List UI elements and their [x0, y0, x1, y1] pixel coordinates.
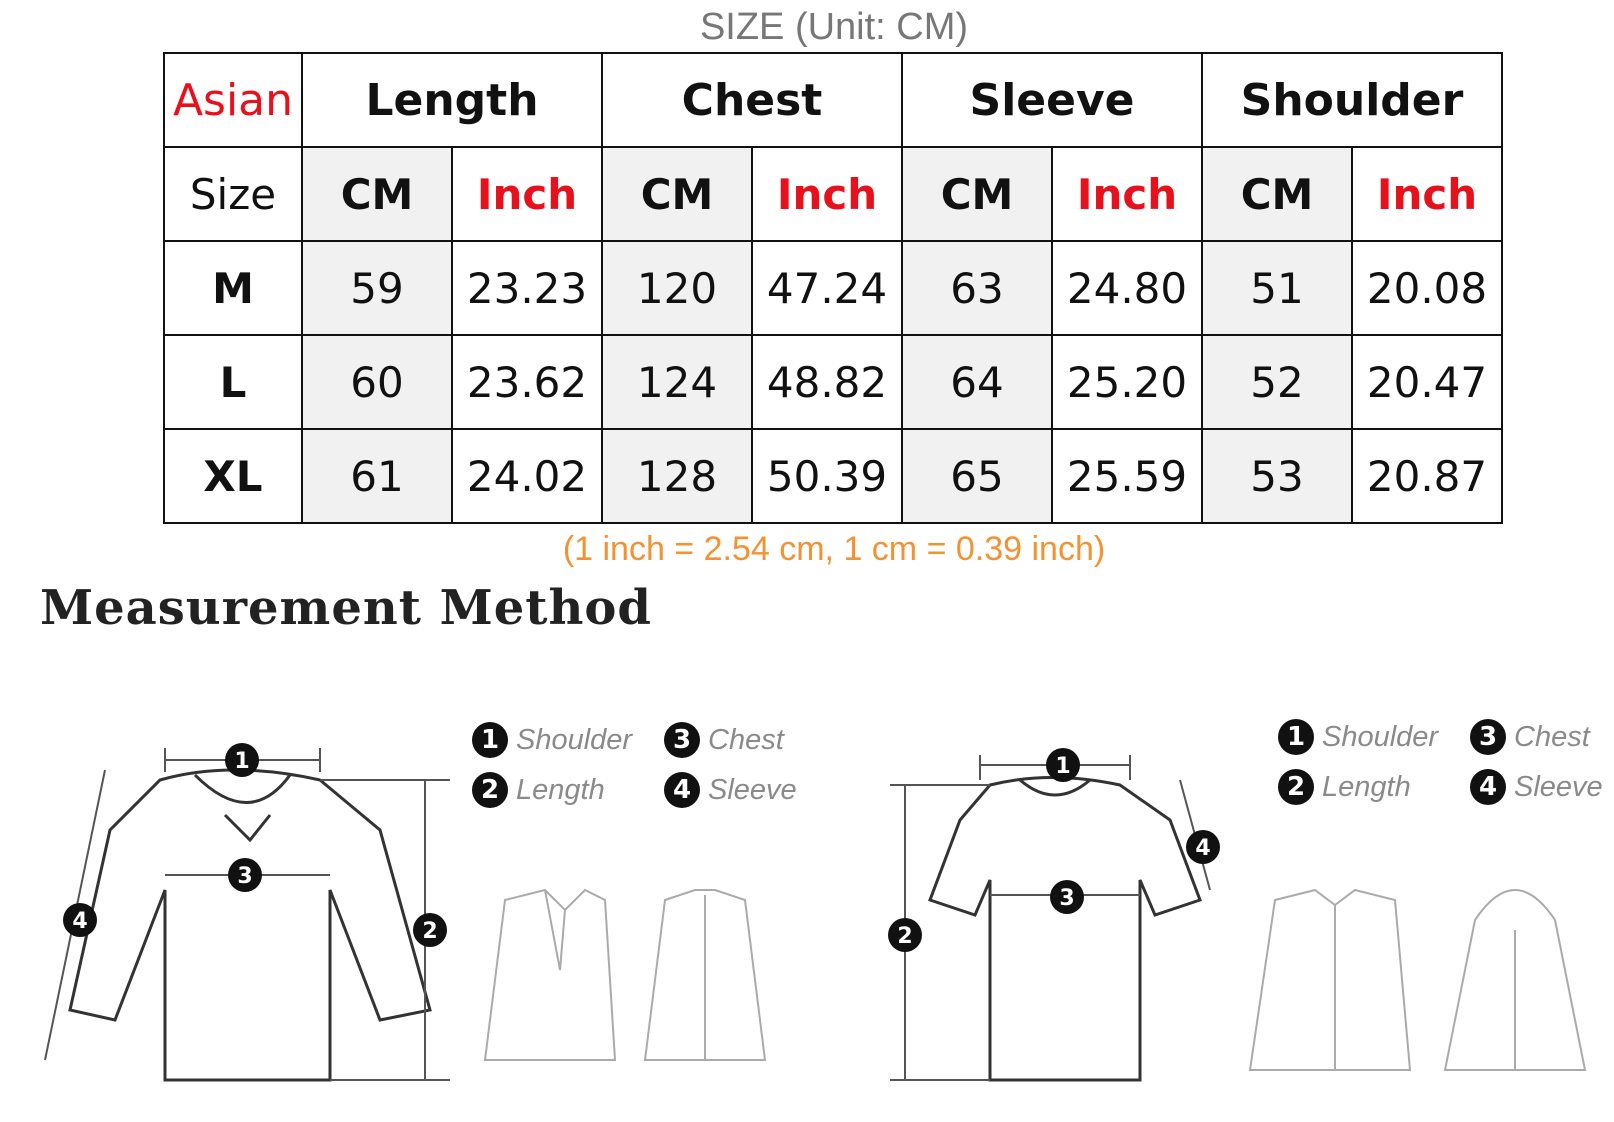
group-sleeve: Sleeve	[901, 52, 1203, 148]
length-cm: 61	[301, 428, 453, 524]
legend-label: Sleeve	[1514, 770, 1603, 803]
header-row-units: Size CM Inch CM Inch CM Inch CM Inch	[163, 146, 1503, 242]
svg-text:4: 4	[1195, 836, 1210, 861]
svg-text:2: 2	[422, 919, 437, 944]
tshirt-diagram: 1 2 3 4	[888, 748, 1220, 1082]
unit-inch: Inch	[1051, 146, 1203, 242]
svg-text:3: 3	[1059, 886, 1074, 911]
length-cm: 60	[301, 334, 453, 430]
number-3-icon: 3	[1470, 719, 1506, 755]
shoulder-cm: 52	[1201, 334, 1353, 430]
sleeve-inch: 25.59	[1051, 428, 1203, 524]
chart-title: SIZE (Unit: CM)	[699, 6, 969, 48]
unit-cm: CM	[1201, 146, 1353, 242]
svg-text:3: 3	[237, 864, 252, 889]
conversion-note: (1 inch = 2.54 cm, 1 cm = 0.39 inch)	[562, 530, 1106, 568]
chest-cm: 128	[601, 428, 753, 524]
group-shoulder: Shoulder	[1201, 52, 1503, 148]
table-row-l: L 60 23.62 124 48.82 64 25.20 52 20.47	[163, 334, 1503, 430]
legend-label: Length	[516, 773, 605, 806]
long-sleeve-diagram: 1 2 3 4	[44, 743, 450, 1082]
length-cm: 59	[301, 240, 453, 336]
legend-label: Chest	[1514, 720, 1590, 753]
table-row-m: M 59 23.23 120 47.24 63 24.80 51 20.08	[163, 240, 1503, 336]
unit-cm: CM	[301, 146, 453, 242]
group-chest: Chest	[601, 52, 903, 148]
unit-cm: CM	[601, 146, 753, 242]
svg-text:1: 1	[1055, 754, 1070, 779]
number-4-icon: 4	[664, 772, 700, 808]
group-length: Length	[301, 52, 603, 148]
size-cell: M	[163, 240, 303, 336]
unit-inch: Inch	[451, 146, 603, 242]
size-label: Size	[163, 146, 303, 242]
jacket-sketches-left	[483, 888, 767, 1061]
legend-left: 1 Shoulder 3 Chest 2 Length 4 Sleeve	[472, 715, 834, 815]
size-cell: XL	[163, 428, 303, 524]
shoulder-inch: 20.87	[1351, 428, 1503, 524]
number-1-icon: 1	[1278, 719, 1314, 755]
legend-label: Length	[1322, 770, 1411, 803]
length-inch: 23.62	[451, 334, 603, 430]
size-table: Asian Length Chest Sleeve Shoulder Size …	[163, 52, 1503, 524]
legend-right: 1 Shoulder 3 Chest 2 Length 4 Sleeve	[1278, 712, 1614, 812]
number-1-icon: 1	[472, 722, 508, 758]
table-row-xl: XL 61 24.02 128 50.39 65 25.59 53 20.87	[163, 428, 1503, 524]
sleeve-cm: 63	[901, 240, 1053, 336]
chest-inch: 50.39	[751, 428, 903, 524]
chest-cm: 124	[601, 334, 753, 430]
number-2-icon: 2	[1278, 769, 1314, 805]
shirt-hoodie-sketches-right	[1248, 888, 1587, 1071]
unit-inch: Inch	[751, 146, 903, 242]
number-4-icon: 4	[1470, 769, 1506, 805]
sleeve-inch: 24.80	[1051, 240, 1203, 336]
method-heading: Measurement Method	[40, 580, 652, 636]
shoulder-inch: 20.08	[1351, 240, 1503, 336]
svg-text:2: 2	[897, 924, 912, 949]
unit-inch: Inch	[1351, 146, 1503, 242]
sleeve-cm: 64	[901, 334, 1053, 430]
shoulder-inch: 20.47	[1351, 334, 1503, 430]
unit-cm: CM	[901, 146, 1053, 242]
legend-label: Sleeve	[708, 773, 797, 806]
size-cell: L	[163, 334, 303, 430]
legend-label: Chest	[708, 723, 784, 756]
number-2-icon: 2	[472, 772, 508, 808]
header-row-groups: Asian Length Chest Sleeve Shoulder	[163, 52, 1503, 148]
chest-cm: 120	[601, 240, 753, 336]
shoulder-cm: 53	[1201, 428, 1353, 524]
chest-inch: 47.24	[751, 240, 903, 336]
number-3-icon: 3	[664, 722, 700, 758]
svg-text:4: 4	[72, 909, 87, 934]
length-inch: 24.02	[451, 428, 603, 524]
legend-label: Shoulder	[1322, 720, 1439, 753]
chest-inch: 48.82	[751, 334, 903, 430]
sleeve-cm: 65	[901, 428, 1053, 524]
region-label: Asian	[163, 52, 303, 148]
shoulder-cm: 51	[1201, 240, 1353, 336]
sleeve-inch: 25.20	[1051, 334, 1203, 430]
legend-label: Shoulder	[516, 723, 633, 756]
length-inch: 23.23	[451, 240, 603, 336]
svg-text:1: 1	[234, 749, 249, 774]
